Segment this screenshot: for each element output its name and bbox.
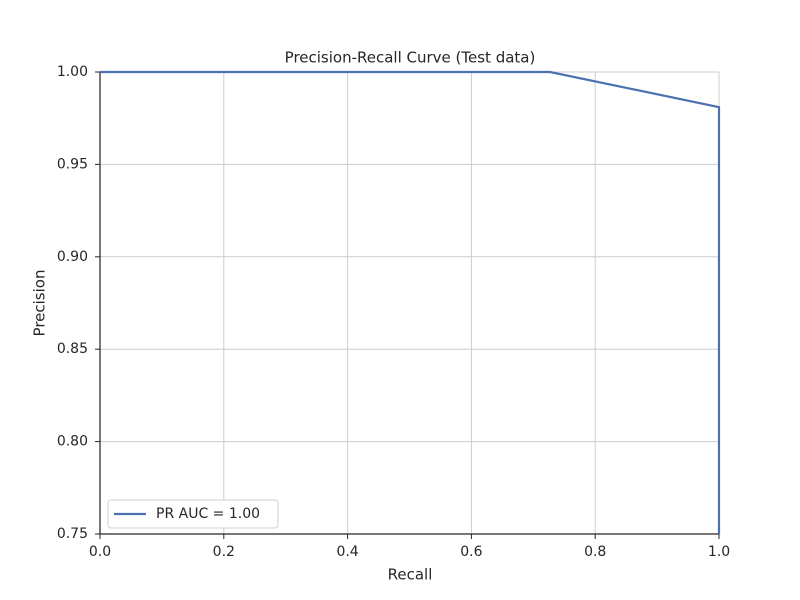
x-tick-label: 0.8	[584, 544, 606, 560]
chart-title: Precision-Recall Curve (Test data)	[285, 49, 536, 67]
y-tick-label: 0.85	[57, 341, 88, 357]
y-tick-label: 0.75	[57, 526, 88, 542]
legend-label: PR AUC = 1.00	[156, 506, 260, 522]
legend-box	[107, 499, 279, 529]
x-tick-label: 1.0	[708, 544, 730, 560]
x-tick-label: 0.6	[460, 544, 482, 560]
x-axis-label: Recall	[388, 566, 433, 584]
x-tick-label: 0.2	[213, 544, 235, 560]
y-tick-label: 0.90	[57, 249, 88, 265]
x-tick-label: 0.4	[336, 544, 358, 560]
legend: PR AUC = 1.00	[107, 499, 279, 529]
y-axis-label: Precision	[31, 270, 49, 337]
pr-curve	[100, 70, 721, 534]
y-tick-label: 0.95	[57, 156, 88, 172]
y-tick-label: 1.00	[57, 64, 88, 80]
y-tick-label: 0.80	[57, 434, 88, 450]
x-tick-label: 0.0	[89, 544, 111, 560]
